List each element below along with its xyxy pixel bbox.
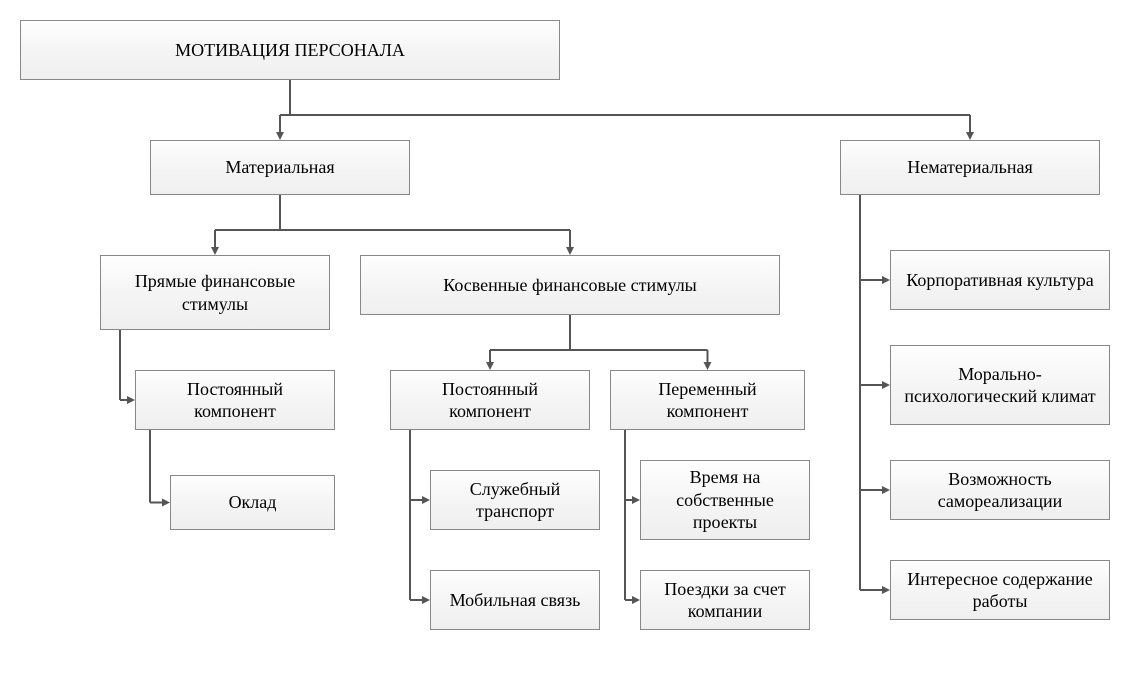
node-nonmat: Нематериальная — [840, 140, 1100, 195]
node-mobile: Мобильная связь — [430, 570, 600, 630]
node-trips: Поездки за счет компании — [640, 570, 810, 630]
node-d_perm: Постоянный компонент — [135, 370, 335, 430]
node-root: МОТИВАЦИЯ ПЕРСОНАЛА — [20, 20, 560, 80]
node-moral: Морально-психологический климат — [890, 345, 1110, 425]
node-material: Материальная — [150, 140, 410, 195]
node-direct: Прямые финансовые стимулы — [100, 255, 330, 330]
node-i_perm: Постоянный компонент — [390, 370, 590, 430]
node-oklad: Оклад — [170, 475, 335, 530]
node-interest: Интересное содержание работы — [890, 560, 1110, 620]
node-corp: Корпоративная культура — [890, 250, 1110, 310]
node-i_var: Переменный компонент — [610, 370, 805, 430]
node-selfreal: Возможность самореализации — [890, 460, 1110, 520]
node-owntime: Время на собственные проекты — [640, 460, 810, 540]
node-indirect: Косвенные финансовые стимулы — [360, 255, 780, 315]
node-transport: Служебный транспорт — [430, 470, 600, 530]
